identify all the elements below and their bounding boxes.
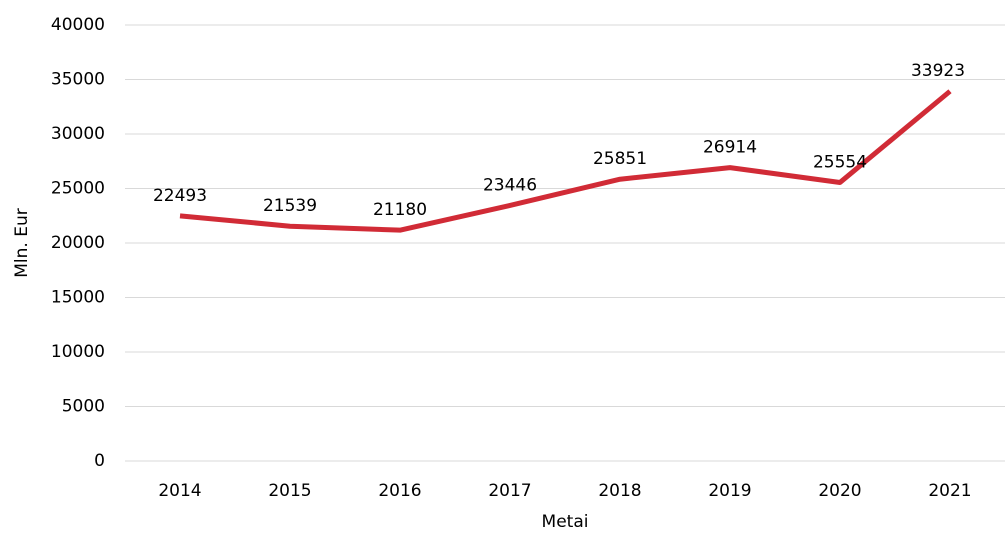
y-tick-label: 25000	[51, 179, 105, 199]
y-tick-label: 35000	[51, 70, 105, 90]
data-label: 25851	[593, 149, 647, 169]
y-tick-label: 20000	[51, 233, 105, 253]
x-tick-label: 2015	[268, 481, 311, 501]
data-label: 21539	[263, 196, 317, 216]
y-tick-label: 15000	[51, 288, 105, 308]
x-tick-label: 2019	[708, 481, 751, 501]
x-tick-label: 2021	[928, 481, 971, 501]
x-tick-label: 2014	[158, 481, 201, 501]
y-tick-label: 10000	[51, 342, 105, 362]
data-label: 23446	[483, 175, 537, 195]
y-tick-label: 0	[94, 451, 105, 471]
x-tick-label: 2020	[818, 481, 861, 501]
y-axis-label: Mln. Eur	[12, 208, 32, 277]
x-tick-label: 2017	[488, 481, 531, 501]
y-tick-label: 30000	[51, 124, 105, 144]
x-axis-label: Metai	[542, 512, 589, 532]
data-label: 33923	[911, 61, 965, 81]
data-label: 26914	[703, 138, 757, 158]
data-label: 22493	[153, 186, 207, 206]
data-label: 25554	[813, 152, 867, 172]
y-tick-label: 40000	[51, 15, 105, 35]
y-tick-label: 5000	[62, 397, 105, 417]
data-label: 21180	[373, 200, 427, 220]
line-series	[179, 89, 952, 233]
x-tick-label: 2016	[378, 481, 421, 501]
x-tick-label: 2018	[598, 481, 641, 501]
